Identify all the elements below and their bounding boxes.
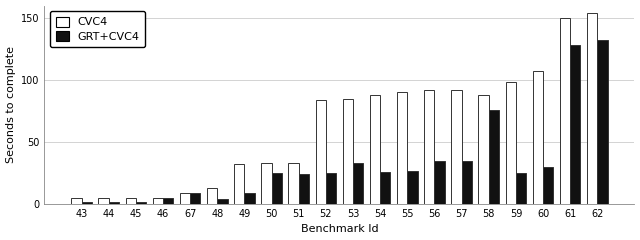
Bar <box>407 171 418 204</box>
Bar <box>516 173 526 204</box>
Bar <box>289 163 299 204</box>
Bar <box>479 95 489 204</box>
Bar <box>153 198 163 204</box>
Y-axis label: Seconds to complete: Seconds to complete <box>6 46 15 163</box>
Bar <box>71 198 82 204</box>
X-axis label: Benchmark Id: Benchmark Id <box>301 224 378 234</box>
Bar <box>261 163 271 204</box>
Bar <box>597 40 607 204</box>
Bar <box>207 188 218 204</box>
Bar <box>109 202 119 204</box>
Bar <box>435 161 445 204</box>
Bar <box>299 174 309 204</box>
Bar <box>489 110 499 204</box>
Bar <box>397 92 407 204</box>
Bar <box>326 173 336 204</box>
Bar <box>163 198 173 204</box>
Bar <box>587 13 597 204</box>
Legend: CVC4, GRT+CVC4: CVC4, GRT+CVC4 <box>50 11 145 47</box>
Bar <box>370 95 380 204</box>
Bar <box>136 202 146 204</box>
Bar <box>532 71 543 204</box>
Bar <box>190 193 200 204</box>
Bar <box>506 83 516 204</box>
Bar <box>271 173 282 204</box>
Bar <box>99 198 109 204</box>
Bar <box>82 202 92 204</box>
Bar <box>560 18 570 204</box>
Bar <box>461 161 472 204</box>
Bar <box>543 167 554 204</box>
Bar <box>451 90 461 204</box>
Bar <box>424 90 435 204</box>
Bar <box>316 100 326 204</box>
Bar <box>218 199 228 204</box>
Bar <box>244 193 255 204</box>
Bar <box>234 164 244 204</box>
Bar <box>570 45 580 204</box>
Bar <box>353 163 364 204</box>
Bar <box>125 198 136 204</box>
Bar <box>380 172 390 204</box>
Bar <box>180 193 190 204</box>
Bar <box>342 99 353 204</box>
